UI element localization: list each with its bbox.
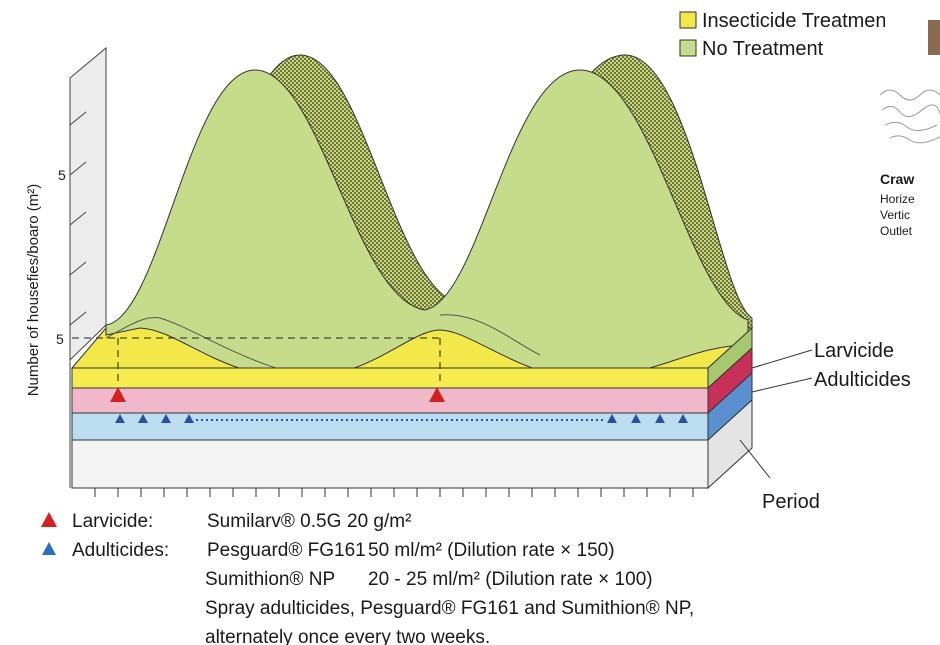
no-treatment-area	[105, 69, 749, 379]
y-axis-label: Number of housefies/boaro (m²)	[25, 184, 42, 397]
side-line: Horize	[880, 192, 915, 206]
leader-line	[751, 349, 813, 369]
yellow-layer	[71, 367, 709, 389]
x-ticks	[94, 488, 694, 497]
note-text: 20 g/m²	[347, 511, 411, 532]
side-image	[928, 20, 940, 55]
side-line: Vertic	[880, 208, 910, 222]
legend-swatch	[679, 39, 697, 57]
larvicide-marker	[110, 387, 126, 402]
y-tick-label: 5	[56, 331, 64, 347]
note-text: Larvicide:	[72, 511, 153, 532]
side-title: Craw	[880, 171, 914, 187]
adulticide-markers	[115, 414, 688, 423]
larvicide-marker	[429, 387, 445, 402]
larvicide-icon	[41, 512, 57, 527]
y-tick-label: 5	[58, 167, 66, 183]
larvicide-layer	[71, 387, 709, 414]
dashed-guide	[72, 337, 441, 385]
period-layer	[71, 439, 709, 489]
leader-line	[751, 377, 813, 393]
note-text: Sumilarv® 0.5G	[207, 511, 341, 532]
layer-label: Adulticides	[814, 369, 911, 391]
layer-label: Larvicide	[814, 340, 894, 362]
note-text: 50 ml/m² (Dilution rate × 150)	[368, 540, 615, 561]
y-ticks	[69, 111, 87, 326]
back-wall	[69, 46, 107, 362]
note-text: Spray adulticides, Pesguard® FG161 and S…	[205, 598, 694, 619]
leader-line	[739, 439, 771, 479]
side-face	[707, 398, 753, 490]
note-text: alternately once every two weeks.	[205, 627, 490, 645]
adulticide-layer	[71, 412, 709, 441]
side-line: Outlet	[880, 224, 913, 238]
note-text: Adulticides:	[72, 540, 169, 561]
note-text: Sumithion® NP	[205, 569, 335, 590]
legend-label: No Treatment	[702, 38, 824, 60]
x-axis-label: Period	[762, 491, 820, 513]
adulticide-icon	[42, 542, 56, 555]
note-text: Pesguard® FG161	[207, 540, 366, 561]
side-image	[879, 89, 940, 144]
legend-swatch	[679, 11, 697, 29]
legend-label: Insecticide Treatment	[702, 10, 893, 32]
note-text: 20 - 25 ml/m² (Dilution rate × 100)	[368, 569, 653, 590]
